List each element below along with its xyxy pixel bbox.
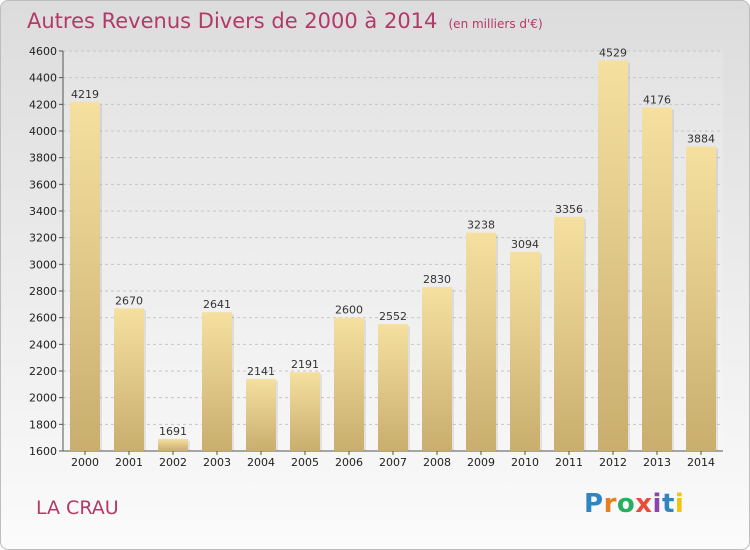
y-tick-label: 2200	[29, 365, 57, 378]
logo-letter: P	[584, 489, 604, 519]
x-tick-label: 2004	[247, 456, 275, 469]
bar	[114, 308, 144, 451]
chart-title-unit: (en milliers d'€)	[448, 17, 543, 31]
commune-name: LA CRAU	[36, 497, 119, 519]
y-tick-label: 2000	[29, 392, 57, 405]
bar-value-label: 4529	[599, 46, 627, 59]
bar	[378, 324, 408, 451]
bar	[158, 438, 188, 451]
bar	[598, 60, 628, 451]
bar-value-label: 2600	[335, 304, 363, 317]
x-tick-label: 2013	[643, 456, 671, 469]
x-tick-label: 2012	[599, 456, 627, 469]
bar-value-label: 4219	[71, 88, 99, 101]
logo-letter: i	[674, 489, 685, 519]
bar-value-label: 3884	[687, 132, 715, 145]
bar-value-label: 3094	[511, 238, 539, 251]
bar	[554, 216, 584, 451]
y-tick-label: 2600	[29, 312, 57, 325]
bar	[70, 101, 100, 452]
bar-value-label: 2141	[247, 365, 275, 378]
bar-value-label: 2641	[203, 298, 231, 311]
x-tick-label: 2014	[687, 456, 715, 469]
bar	[686, 146, 716, 451]
bar-value-label: 2191	[291, 358, 319, 371]
chart-title: Autres Revenus Divers de 2000 à 2014 (en…	[27, 9, 543, 33]
y-tick-label: 3400	[29, 205, 57, 218]
y-tick-label: 1600	[29, 445, 57, 458]
y-tick-label: 2400	[29, 338, 57, 351]
bar-value-label: 1691	[159, 425, 187, 438]
x-tick-label: 2010	[511, 456, 539, 469]
bar-value-label: 3356	[555, 203, 583, 216]
bar-value-label: 4176	[643, 94, 671, 107]
y-tick-label: 4400	[29, 72, 57, 85]
logo-letter: r	[603, 489, 617, 519]
bar	[290, 372, 320, 451]
x-tick-label: 2001	[115, 456, 143, 469]
y-tick-label: 4600	[29, 45, 57, 58]
y-tick-label: 2800	[29, 285, 57, 298]
bar	[642, 107, 672, 452]
logo-letter: t	[661, 489, 675, 519]
y-tick-label: 3600	[29, 178, 57, 191]
x-tick-label: 2007	[379, 456, 407, 469]
x-tick-label: 2005	[291, 456, 319, 469]
logo-letter: i	[652, 489, 662, 519]
bar	[466, 232, 496, 451]
bar-value-label: 2670	[115, 294, 143, 307]
logo-letter: x	[635, 489, 653, 519]
logo-letter: o	[616, 489, 636, 519]
bar-value-label: 3238	[467, 219, 495, 232]
y-tick-label: 3800	[29, 152, 57, 165]
y-tick-label: 3200	[29, 232, 57, 245]
x-tick-label: 2011	[555, 456, 583, 469]
bar	[510, 251, 540, 451]
chart-title-main: Autres Revenus Divers de 2000 à 2014	[27, 9, 438, 33]
x-tick-label: 2002	[159, 456, 187, 469]
bar	[202, 312, 232, 451]
y-tick-label: 3000	[29, 258, 57, 271]
bar-value-label: 2830	[423, 273, 451, 286]
x-tick-label: 2009	[467, 456, 495, 469]
y-tick-label: 4200	[29, 98, 57, 111]
bar	[246, 378, 276, 451]
y-tick-label: 4000	[29, 125, 57, 138]
x-tick-label: 2003	[203, 456, 231, 469]
bar	[422, 287, 452, 451]
bar-value-label: 2552	[379, 310, 407, 323]
y-tick-label: 1800	[29, 418, 57, 431]
x-tick-label: 2008	[423, 456, 451, 469]
x-tick-label: 2000	[71, 456, 99, 469]
bar	[334, 317, 364, 451]
x-tick-label: 2006	[335, 456, 363, 469]
proxiti-logo: Proxiti	[584, 489, 684, 519]
